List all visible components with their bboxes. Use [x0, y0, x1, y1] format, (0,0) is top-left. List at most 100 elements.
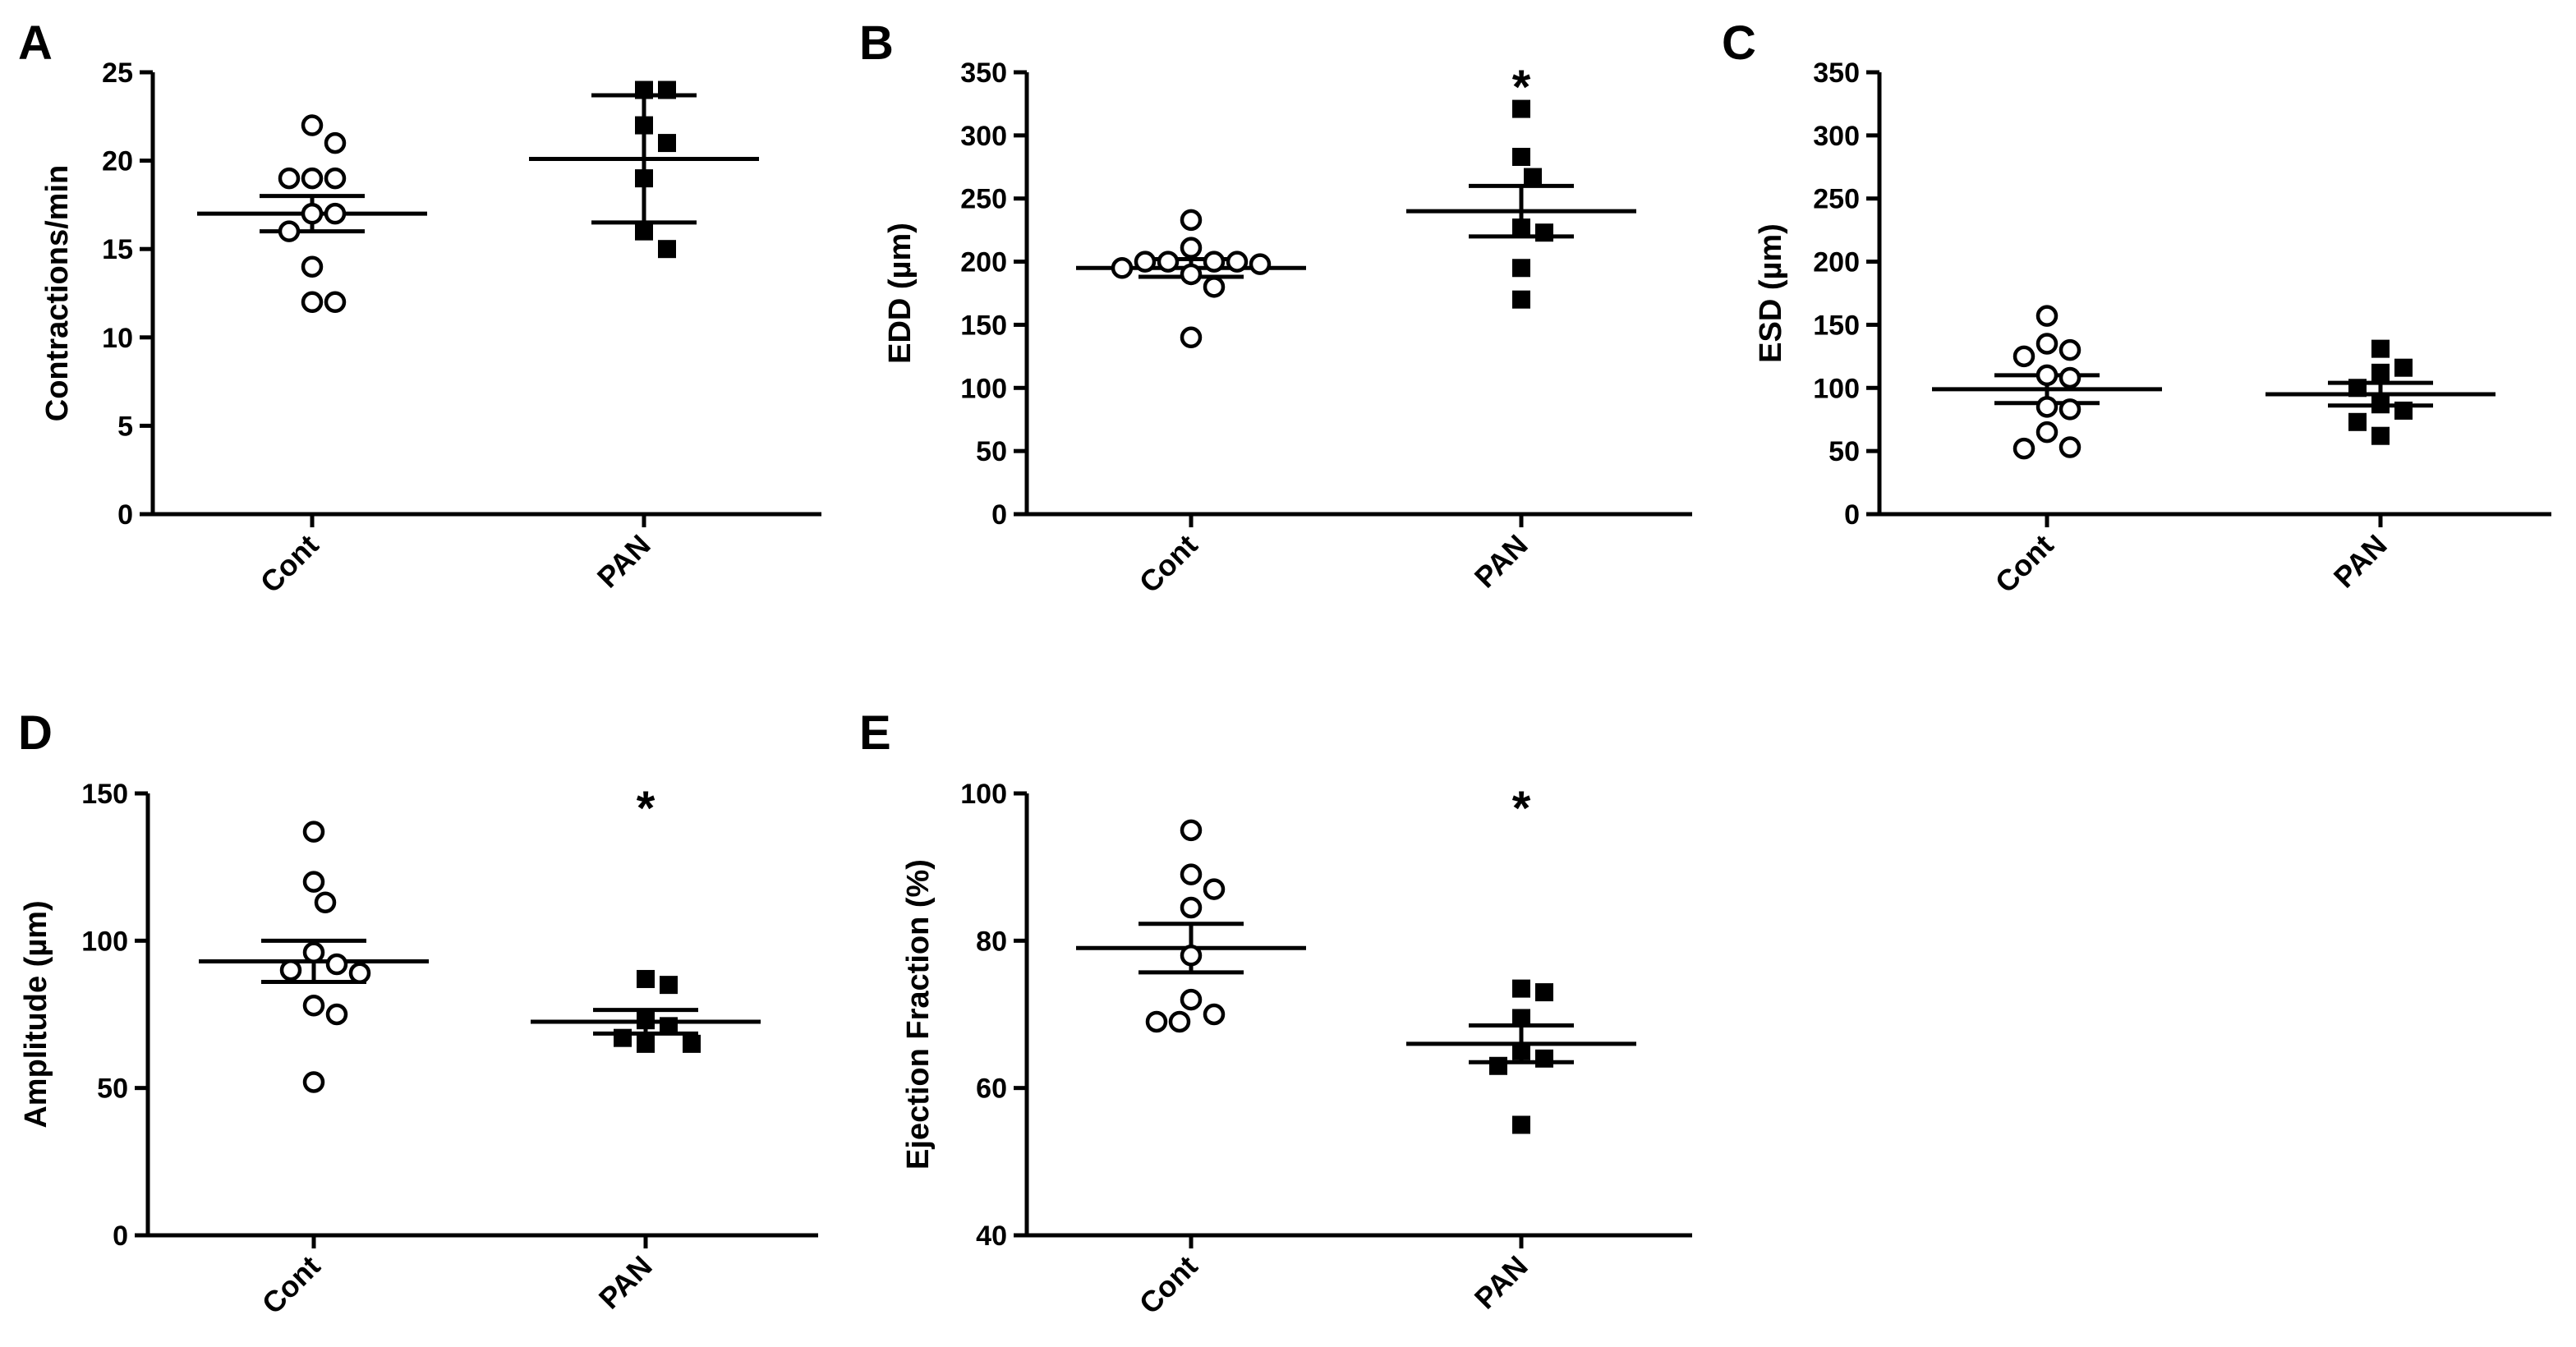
data-point-pan [2394, 358, 2413, 377]
data-point-pan [1512, 147, 1530, 166]
data-point-cont [302, 1071, 325, 1093]
data-point-pan [1512, 218, 1530, 237]
data-point-cont [2012, 437, 2036, 460]
data-point-cont [314, 891, 337, 913]
data-point-cont [324, 131, 347, 154]
data-point-pan [1512, 979, 1530, 998]
data-point-pan [635, 80, 653, 99]
data-point-cont [1249, 253, 1272, 275]
data-point-cont [1226, 251, 1249, 273]
y-tick-label: 200 [1813, 247, 1860, 278]
data-point-pan [635, 116, 653, 135]
panel-label: A [18, 16, 53, 70]
y-tick-label: 250 [960, 184, 1007, 215]
data-point-pan [637, 1011, 655, 1030]
data-point-cont [2036, 333, 2058, 355]
panel-label: E [859, 706, 891, 760]
data-point-cont [348, 962, 371, 985]
data-point-cont [1180, 819, 1203, 842]
category-label-pan: PAN [592, 1249, 659, 1316]
data-point-cont [1203, 276, 1226, 298]
data-point-pan [658, 80, 676, 99]
y-axis-label: EDD (µm) [883, 223, 918, 364]
data-point-cont [2058, 398, 2082, 421]
data-point-pan [1512, 1009, 1530, 1027]
y-tick-label: 25 [102, 57, 133, 89]
data-point-cont [1180, 896, 1203, 919]
y-tick-label: 0 [117, 499, 133, 531]
category-label-pan: PAN [2327, 528, 2394, 595]
y-tick-label: 50 [97, 1073, 128, 1105]
data-point-pan [637, 969, 655, 988]
data-point-pan [1535, 1049, 1553, 1068]
y-tick-label: 200 [960, 247, 1007, 278]
data-point-pan [635, 222, 653, 241]
data-point-cont [2036, 305, 2058, 327]
data-point-cont [301, 167, 324, 190]
data-point-cont [1180, 263, 1203, 286]
y-tick-label: 150 [960, 310, 1007, 341]
data-point-cont [1145, 1010, 1168, 1033]
data-point-pan [1512, 99, 1530, 118]
data-point-cont [2036, 421, 2058, 444]
y-tick-label: 10 [102, 323, 133, 354]
data-point-cont [302, 871, 325, 893]
data-point-cont [1203, 1003, 1226, 1026]
y-tick-label: 50 [976, 436, 1007, 467]
data-point-cont [1203, 251, 1226, 273]
data-point-pan [635, 169, 653, 188]
y-tick-label: 150 [81, 779, 128, 810]
y-tick-label: 0 [991, 499, 1007, 531]
category-label-pan: PAN [591, 528, 657, 595]
data-point-pan [614, 1028, 632, 1047]
data-point-cont [302, 821, 325, 843]
y-tick-label: 15 [102, 234, 133, 265]
y-tick-label: 50 [1828, 436, 1860, 467]
y-tick-label: 0 [1844, 499, 1860, 531]
data-point-cont [302, 941, 325, 963]
y-tick-label: 40 [976, 1221, 1007, 1252]
data-point-cont [2058, 436, 2082, 458]
significance-asterisk: * [1512, 782, 1531, 835]
y-tick-label: 150 [1813, 310, 1860, 341]
data-point-pan [2394, 401, 2413, 420]
data-point-pan [683, 1034, 701, 1053]
data-point-pan [1512, 1115, 1530, 1134]
y-tick-label: 60 [976, 1073, 1007, 1105]
data-point-cont [278, 167, 301, 190]
data-point-pan [660, 976, 678, 995]
data-point-cont [2058, 338, 2082, 361]
data-point-cont [279, 959, 302, 982]
panel-label: C [1722, 16, 1756, 70]
data-point-cont [278, 220, 301, 242]
data-point-cont [1180, 988, 1203, 1011]
data-point-cont [1180, 863, 1203, 885]
panel-label: D [18, 706, 53, 760]
y-tick-label: 350 [1813, 57, 1860, 89]
significance-asterisk: * [637, 782, 656, 835]
data-point-cont [324, 167, 347, 190]
y-tick-label: 5 [117, 411, 133, 442]
y-tick-label: 100 [81, 926, 128, 957]
y-tick-label: 100 [960, 373, 1007, 404]
y-axis-label: Amplitude (µm) [19, 900, 53, 1128]
data-point-cont [1134, 251, 1157, 273]
y-tick-label: 0 [113, 1221, 128, 1252]
data-point-pan [658, 134, 676, 153]
data-point-pan [2371, 339, 2390, 358]
data-point-cont [1168, 1010, 1191, 1033]
significance-asterisk: * [1512, 61, 1531, 114]
data-point-cont [1203, 878, 1226, 900]
data-point-pan [2371, 363, 2390, 382]
data-point-pan [660, 1017, 678, 1036]
data-point-pan [658, 240, 676, 259]
y-axis-label: Ejection Fraction (%) [901, 859, 936, 1170]
data-point-pan [637, 1034, 655, 1053]
panel-label: B [859, 16, 894, 70]
data-point-cont [1180, 945, 1203, 967]
y-tick-label: 300 [960, 121, 1007, 152]
data-point-pan [2371, 395, 2390, 414]
category-label-cont: Cont [1989, 528, 2060, 600]
chart-panel-a: A 0 5 10 15 20 25 Contractions/min Cont PAN [18, 16, 821, 600]
